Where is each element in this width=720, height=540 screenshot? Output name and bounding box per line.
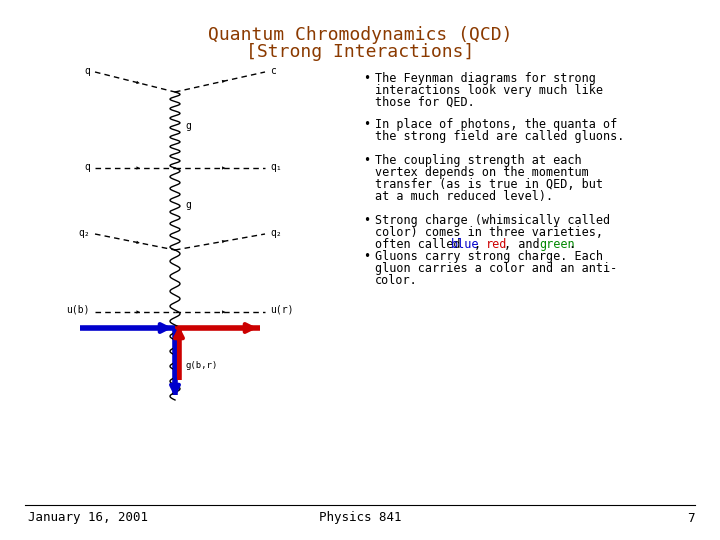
Text: Gluons carry strong charge. Each: Gluons carry strong charge. Each <box>375 250 603 263</box>
Text: •: • <box>363 72 370 85</box>
Text: [Strong Interactions]: [Strong Interactions] <box>246 43 474 61</box>
Text: •: • <box>363 250 370 263</box>
Text: Strong charge (whimsically called: Strong charge (whimsically called <box>375 214 610 227</box>
Text: Physics 841: Physics 841 <box>319 511 401 524</box>
Text: q: q <box>84 66 90 76</box>
Text: q: q <box>84 162 90 172</box>
Text: The coupling strength at each: The coupling strength at each <box>375 154 582 167</box>
Text: January 16, 2001: January 16, 2001 <box>28 511 148 524</box>
Text: interactions look very much like: interactions look very much like <box>375 84 603 97</box>
Text: gluon carries a color and an anti-: gluon carries a color and an anti- <box>375 262 617 275</box>
Text: In place of photons, the quanta of: In place of photons, the quanta of <box>375 118 617 131</box>
Text: c: c <box>270 66 276 76</box>
Text: q₁: q₁ <box>270 162 282 172</box>
Text: , and: , and <box>504 238 546 251</box>
Text: green: green <box>539 238 575 251</box>
Text: color) comes in three varieties,: color) comes in three varieties, <box>375 226 603 239</box>
Text: u(b): u(b) <box>66 305 90 315</box>
Text: ,: , <box>474 238 489 251</box>
Text: .: . <box>568 238 575 251</box>
Text: red: red <box>486 238 508 251</box>
Text: the strong field are called gluons.: the strong field are called gluons. <box>375 130 624 143</box>
Text: u(r): u(r) <box>270 305 294 315</box>
Text: The Feynman diagrams for strong: The Feynman diagrams for strong <box>375 72 596 85</box>
Text: g(b,r): g(b,r) <box>185 361 217 369</box>
Text: vertex depends on the momentum: vertex depends on the momentum <box>375 166 589 179</box>
Text: •: • <box>363 214 370 227</box>
Text: •: • <box>363 154 370 167</box>
Text: transfer (as is true in QED, but: transfer (as is true in QED, but <box>375 178 603 191</box>
Text: color.: color. <box>375 274 418 287</box>
Text: Quantum Chromodynamics (QCD): Quantum Chromodynamics (QCD) <box>208 26 512 44</box>
Text: q₂: q₂ <box>270 228 282 238</box>
Text: g: g <box>185 121 191 131</box>
Text: 7: 7 <box>688 511 695 524</box>
Text: blue: blue <box>451 238 480 251</box>
Text: at a much reduced level).: at a much reduced level). <box>375 190 553 203</box>
Text: •: • <box>363 118 370 131</box>
Text: g: g <box>185 200 191 210</box>
Text: often called: often called <box>375 238 467 251</box>
Text: those for QED.: those for QED. <box>375 96 474 109</box>
Text: q₂: q₂ <box>78 228 90 238</box>
